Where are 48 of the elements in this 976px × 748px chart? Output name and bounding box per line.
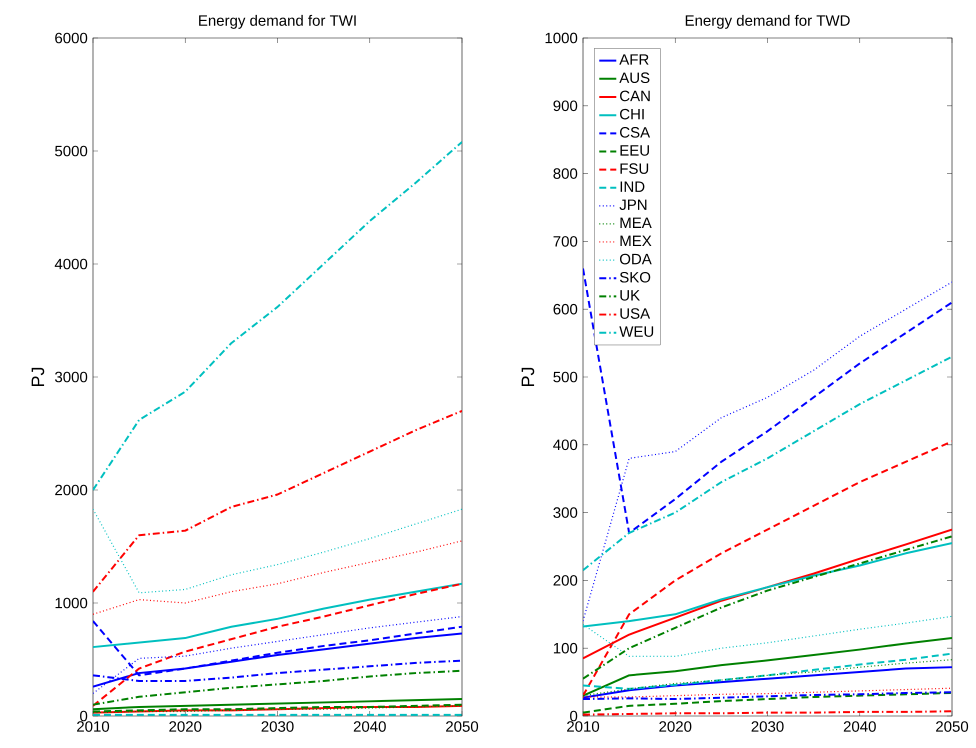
legend-label: CSA bbox=[620, 127, 650, 138]
y-tick-label: 4000 bbox=[54, 258, 88, 270]
x-tick-label: 2020 bbox=[169, 721, 202, 732]
legend-label: MEA bbox=[620, 218, 652, 228]
legend-label: JPN bbox=[620, 200, 646, 210]
y-tick-label: 600 bbox=[554, 304, 578, 314]
x-tick-label: 2030 bbox=[262, 721, 294, 732]
y-tick-label: 100 bbox=[554, 642, 578, 654]
y-tick-label: 300 bbox=[553, 507, 578, 518]
legend-label: AFR bbox=[619, 54, 649, 65]
legend-label: USA bbox=[620, 308, 650, 319]
x-tick-label: 2010 bbox=[567, 721, 600, 732]
x-tick-label: 2030 bbox=[752, 721, 784, 732]
y-tick-label: 3000 bbox=[55, 372, 88, 382]
y-tick-label: 1000 bbox=[546, 32, 578, 44]
legend-label: EEU bbox=[620, 145, 649, 156]
x-tick-label: 2050 bbox=[446, 721, 478, 732]
x-tick-label: 2010 bbox=[77, 721, 110, 732]
y-tick-label: 1000 bbox=[56, 598, 88, 608]
x-tick-label: 2020 bbox=[659, 721, 692, 732]
legend-label: AUS bbox=[619, 72, 650, 84]
x-tick-label: 2040 bbox=[844, 721, 876, 732]
y-tick-label: 900 bbox=[553, 100, 578, 112]
y-axis-title: PJ bbox=[32, 368, 44, 386]
x-tick-label: 2040 bbox=[354, 721, 386, 732]
legend-label: CHI bbox=[620, 108, 644, 120]
y-tick-label: 800 bbox=[553, 168, 578, 179]
legend-label: WEU bbox=[619, 326, 654, 337]
legend-label: MEX bbox=[620, 236, 652, 246]
legend-label: SKO bbox=[620, 272, 650, 283]
y-tick-label: 500 bbox=[553, 372, 578, 382]
y-tick-label: 5000 bbox=[55, 146, 88, 156]
y-tick-label: 0 bbox=[570, 710, 578, 722]
x-tick-label: 2050 bbox=[936, 721, 968, 732]
y-tick-label: 700 bbox=[554, 236, 578, 247]
y-tick-label: 0 bbox=[80, 710, 88, 722]
legend-label: FSU bbox=[620, 163, 648, 174]
legend-label: CAN bbox=[620, 90, 650, 102]
y-axis-title: PJ bbox=[522, 368, 534, 386]
legend-label: ODA bbox=[620, 254, 652, 264]
y-tick-label: 400 bbox=[553, 439, 578, 450]
legend-label: UK bbox=[620, 290, 640, 301]
y-tick-label: 2000 bbox=[55, 484, 88, 496]
chart-title: Energy demand for TWI bbox=[199, 14, 356, 29]
y-tick-label: 200 bbox=[554, 575, 578, 586]
chart-title: Energy demand for TWD bbox=[686, 14, 850, 29]
legend-label: IND bbox=[620, 182, 644, 192]
y-tick-label: 6000 bbox=[55, 32, 88, 44]
